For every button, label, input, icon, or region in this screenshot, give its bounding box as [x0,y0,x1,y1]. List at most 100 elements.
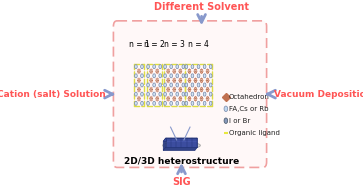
Ellipse shape [173,81,174,83]
Ellipse shape [201,87,202,89]
Ellipse shape [208,78,209,80]
Ellipse shape [168,81,170,83]
Circle shape [147,65,150,69]
Ellipse shape [137,80,138,81]
Ellipse shape [138,87,139,89]
Ellipse shape [140,98,141,99]
Ellipse shape [138,72,139,73]
Circle shape [164,101,166,105]
Ellipse shape [174,81,175,83]
Ellipse shape [200,89,201,90]
Ellipse shape [149,89,151,90]
Ellipse shape [200,81,201,83]
Ellipse shape [196,87,197,89]
Ellipse shape [206,87,207,89]
Ellipse shape [200,87,201,89]
Ellipse shape [200,72,201,73]
Circle shape [189,80,190,81]
Ellipse shape [166,80,167,81]
Ellipse shape [208,99,209,101]
Circle shape [182,74,185,78]
Ellipse shape [178,98,180,99]
Ellipse shape [175,72,176,73]
Ellipse shape [206,89,207,90]
Ellipse shape [195,96,196,98]
Text: FA,Cs or Rb: FA,Cs or Rb [229,106,268,112]
Circle shape [157,71,158,72]
Ellipse shape [196,99,197,101]
Ellipse shape [194,99,195,101]
Circle shape [209,65,212,69]
Ellipse shape [174,91,175,92]
Ellipse shape [196,98,197,99]
Ellipse shape [151,87,152,89]
Circle shape [182,101,185,105]
Circle shape [174,89,175,90]
Ellipse shape [156,69,157,71]
Ellipse shape [193,70,195,72]
Circle shape [209,74,212,78]
Polygon shape [166,138,197,147]
Circle shape [176,101,179,105]
Ellipse shape [201,77,202,79]
Ellipse shape [174,77,175,79]
Circle shape [182,65,185,69]
Ellipse shape [138,81,139,83]
Ellipse shape [180,100,181,102]
Ellipse shape [207,91,208,92]
Circle shape [159,65,162,69]
Ellipse shape [188,98,189,99]
Circle shape [180,71,181,72]
Ellipse shape [196,80,197,81]
Ellipse shape [202,89,204,90]
Ellipse shape [188,97,189,98]
Ellipse shape [175,70,176,72]
Ellipse shape [190,81,191,83]
Polygon shape [163,138,197,141]
Ellipse shape [180,91,181,92]
Ellipse shape [168,78,170,80]
Ellipse shape [167,78,168,80]
Ellipse shape [196,70,197,72]
Ellipse shape [150,90,151,92]
Circle shape [197,83,200,87]
Circle shape [164,83,166,87]
Ellipse shape [173,87,174,89]
Circle shape [159,83,162,87]
Ellipse shape [193,89,195,90]
Circle shape [170,92,172,96]
Ellipse shape [208,97,209,98]
Ellipse shape [158,99,159,101]
Circle shape [176,83,179,87]
Ellipse shape [188,89,189,90]
Ellipse shape [202,70,204,72]
Ellipse shape [188,78,189,80]
Ellipse shape [157,81,158,83]
Ellipse shape [158,69,159,71]
Ellipse shape [140,89,141,90]
Ellipse shape [202,72,203,73]
Circle shape [153,83,155,87]
Ellipse shape [207,100,208,102]
Ellipse shape [139,97,140,98]
Ellipse shape [167,72,168,73]
Ellipse shape [202,78,203,80]
Circle shape [201,89,202,90]
Ellipse shape [201,81,202,83]
Ellipse shape [201,100,202,102]
Ellipse shape [166,89,167,90]
Ellipse shape [156,72,157,73]
Circle shape [201,80,202,81]
Ellipse shape [190,98,191,99]
Ellipse shape [201,91,202,92]
Ellipse shape [181,78,182,80]
Ellipse shape [196,78,197,80]
Ellipse shape [158,80,159,81]
Circle shape [185,92,188,96]
Ellipse shape [181,98,182,99]
Ellipse shape [167,69,168,71]
Circle shape [207,89,208,90]
Circle shape [147,92,150,96]
Ellipse shape [137,70,138,72]
Ellipse shape [149,80,151,81]
